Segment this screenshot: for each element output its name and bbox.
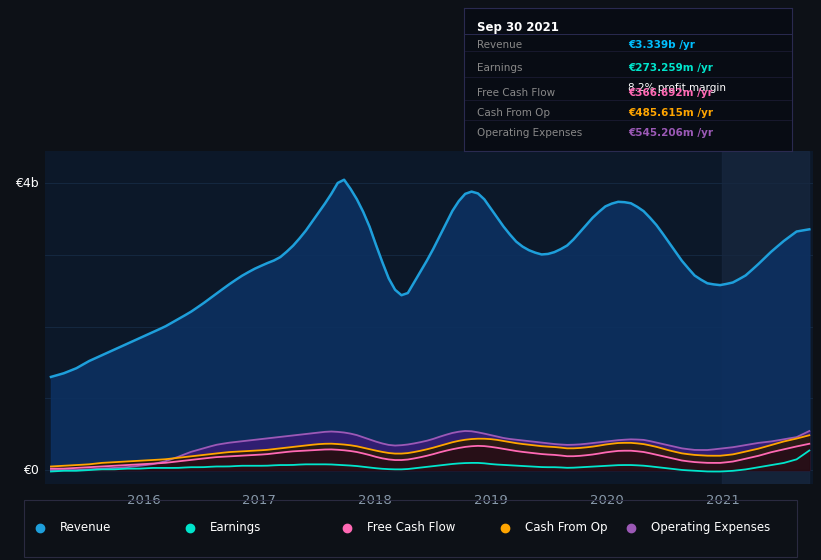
- Text: Operating Expenses: Operating Expenses: [651, 521, 770, 534]
- Text: Free Cash Flow: Free Cash Flow: [367, 521, 456, 534]
- Text: 8.2% profit margin: 8.2% profit margin: [628, 83, 726, 92]
- Text: Earnings: Earnings: [209, 521, 261, 534]
- Text: €4b: €4b: [16, 177, 39, 190]
- Text: Sep 30 2021: Sep 30 2021: [477, 21, 559, 34]
- Text: Revenue: Revenue: [60, 521, 111, 534]
- Bar: [722, 151, 810, 484]
- Text: €3.339b /yr: €3.339b /yr: [628, 40, 695, 50]
- Text: €366.692m /yr: €366.692m /yr: [628, 88, 713, 99]
- Text: Free Cash Flow: Free Cash Flow: [477, 88, 555, 99]
- Text: €0: €0: [23, 464, 39, 477]
- Text: Earnings: Earnings: [477, 63, 522, 73]
- Text: Operating Expenses: Operating Expenses: [477, 128, 582, 138]
- Text: €485.615m /yr: €485.615m /yr: [628, 109, 713, 118]
- Text: €273.259m /yr: €273.259m /yr: [628, 63, 713, 73]
- Text: Revenue: Revenue: [477, 40, 522, 50]
- Text: €545.206m /yr: €545.206m /yr: [628, 128, 713, 138]
- Text: Cash From Op: Cash From Op: [477, 109, 550, 118]
- Text: Cash From Op: Cash From Op: [525, 521, 608, 534]
